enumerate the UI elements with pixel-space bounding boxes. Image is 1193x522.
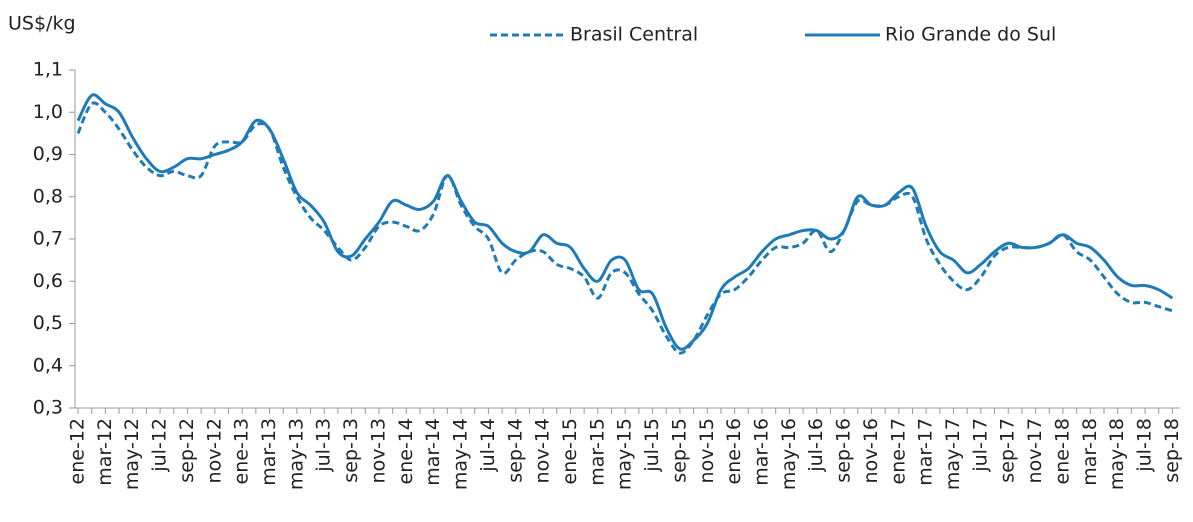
x-tick-label: nov-16: [860, 418, 882, 483]
x-tick-label: nov-13: [367, 418, 389, 483]
x-tick-label: nov-15: [696, 418, 718, 483]
x-tick-label: may-17: [942, 418, 964, 490]
x-tick-label: mar-17: [915, 418, 937, 486]
x-tick-label: jul-17: [969, 418, 991, 473]
x-tick-label: sep-13: [340, 418, 362, 483]
x-tick-label: may-16: [778, 418, 800, 490]
y-tick-label: 1,0: [33, 101, 63, 123]
y-tick-label: 0,7: [33, 228, 63, 250]
x-tick-label: mar-14: [422, 418, 444, 486]
x-tick-label: ene-13: [231, 418, 253, 484]
line-series: [76, 93, 1174, 351]
x-tick-label: nov-17: [1024, 418, 1046, 483]
x-tick-label: jul-15: [641, 418, 663, 473]
x-tick-label: mar-13: [258, 418, 280, 486]
x-tick-label: mar-12: [94, 418, 116, 486]
x-tick-label: sep-14: [504, 418, 526, 483]
y-tick-label: 0,3: [33, 397, 63, 419]
y-tick-label: 0,5: [33, 312, 63, 334]
y-tick-label: 0,9: [33, 143, 63, 165]
x-tick-label: sep-18: [1161, 418, 1183, 483]
x-tick-label: mar-16: [751, 418, 773, 486]
legend-label: Rio Grande do Sul: [885, 24, 1056, 46]
x-tick-label: nov-12: [203, 418, 225, 483]
y-tick-label: 0,6: [33, 270, 63, 292]
x-tick-label: mar-18: [1079, 418, 1101, 486]
x-tick-label: may-18: [1106, 418, 1128, 490]
x-tick-label: jul-18: [1134, 418, 1156, 473]
x-tick-label: ene-15: [559, 418, 581, 484]
x-tick-label: sep-15: [668, 418, 690, 483]
line-series: [76, 101, 1173, 355]
x-tick-label: jul-14: [477, 418, 499, 473]
legend-label: Brasil Central: [570, 24, 698, 46]
x-tick-label: ene-12: [67, 418, 89, 484]
x-tick-label: sep-16: [833, 418, 855, 483]
x-tick-label: ene-16: [723, 418, 745, 484]
x-tick-label: ene-14: [395, 418, 417, 484]
x-tick-label: may-14: [450, 418, 472, 490]
y-tick-label: 0,4: [33, 354, 63, 376]
x-tick-label: nov-14: [532, 418, 554, 483]
x-tick-label: jul-12: [149, 418, 171, 473]
x-tick-label: jul-16: [805, 418, 827, 473]
x-tick-label: may-15: [614, 418, 636, 490]
x-tick-label: ene-18: [1051, 418, 1073, 484]
y-tick-label: 1,1: [33, 59, 63, 81]
x-tick-label: sep-12: [176, 418, 198, 483]
x-tick-label: may-13: [285, 418, 307, 490]
x-tick-label: jul-13: [313, 418, 335, 473]
y-tick-label: 0,8: [33, 185, 63, 207]
x-tick-label: may-12: [121, 418, 143, 490]
x-tick-label: mar-15: [586, 418, 608, 486]
y-axis-label: US$/kg: [8, 13, 76, 35]
x-tick-label: sep-17: [997, 418, 1019, 483]
x-tick-label: ene-17: [887, 418, 909, 484]
